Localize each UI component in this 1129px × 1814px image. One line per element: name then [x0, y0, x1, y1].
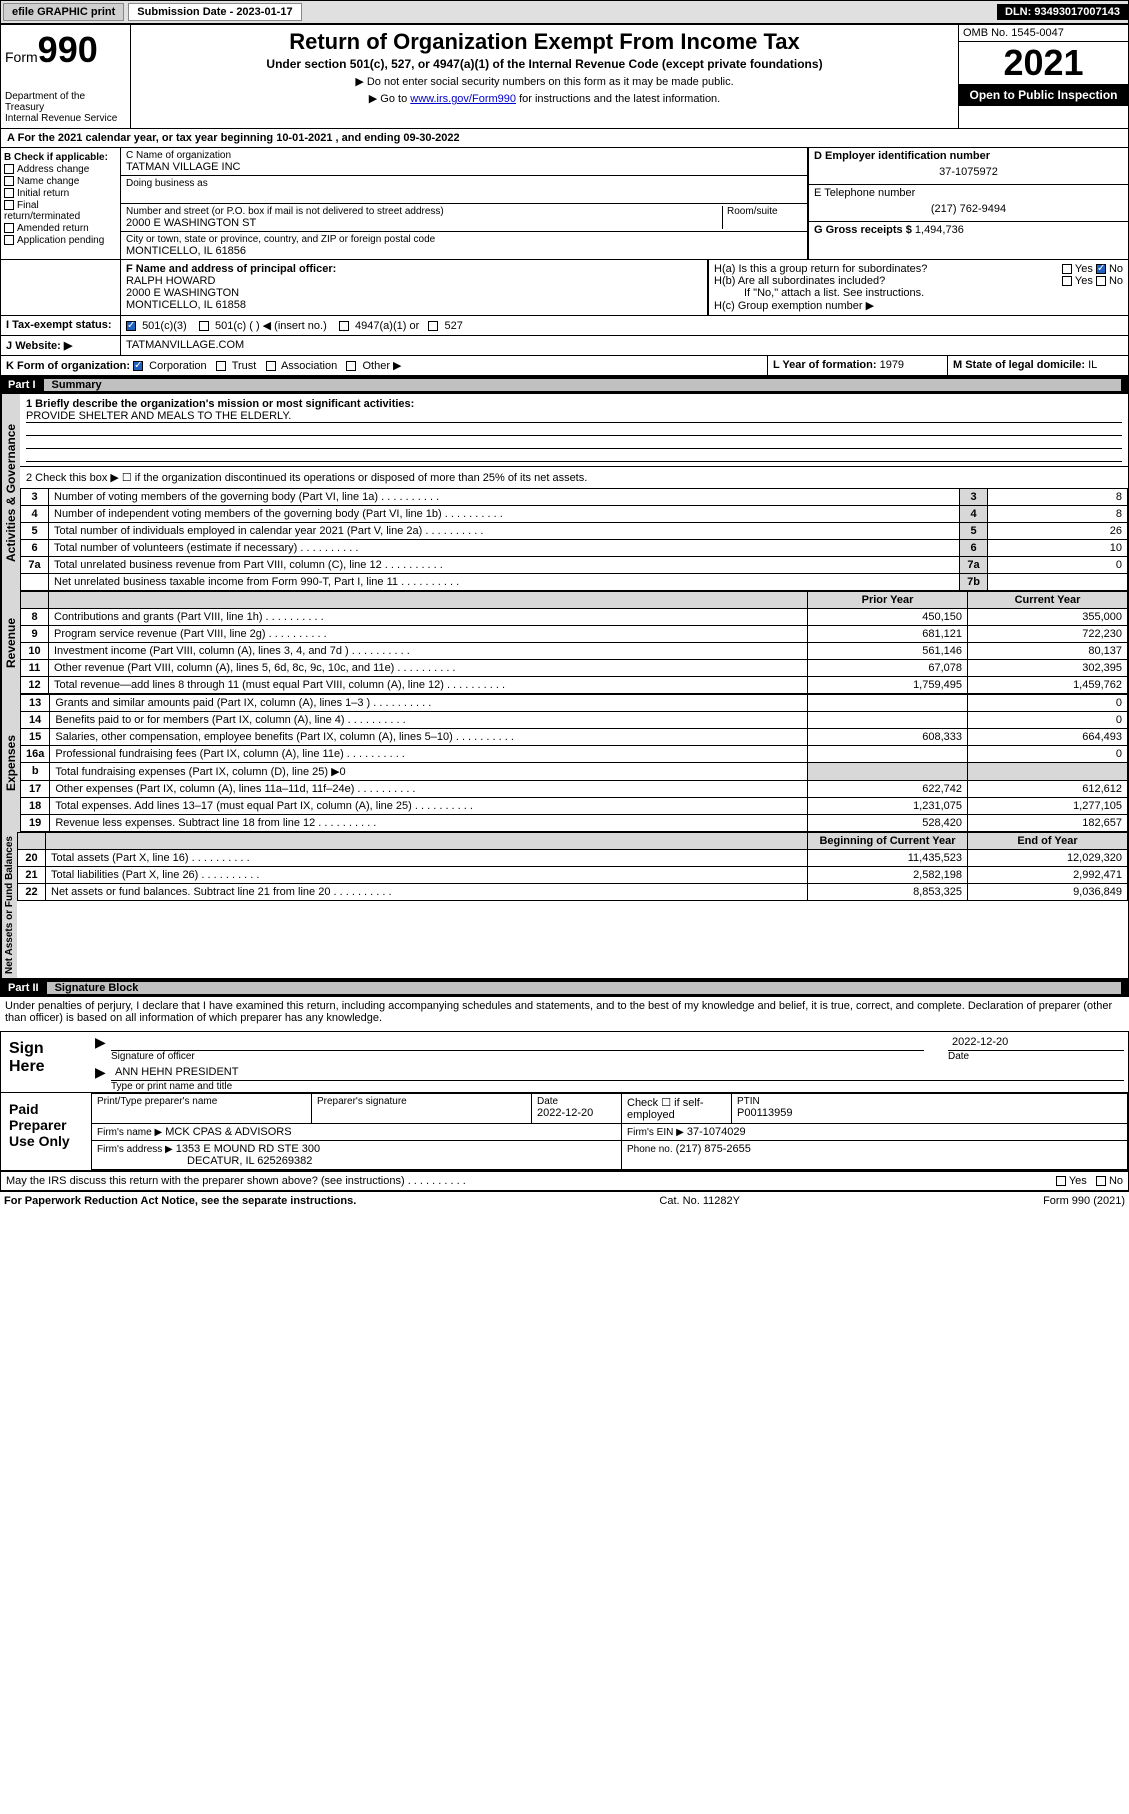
org-city: MONTICELLO, IL 61856	[126, 245, 802, 257]
gross-receipts: 1,494,736	[915, 224, 964, 236]
paid-preparer-label: Paid Preparer Use Only	[1, 1093, 91, 1170]
tax-year: 2021	[959, 42, 1128, 84]
irs-link[interactable]: www.irs.gov/Form990	[410, 93, 516, 105]
expenses-table: 13Grants and similar amounts paid (Part …	[20, 694, 1128, 832]
box-deg: D Employer identification number 37-1075…	[808, 148, 1128, 259]
netassets-table: Beginning of Current YearEnd of Year20To…	[17, 832, 1128, 901]
governance-table: 3Number of voting members of the governi…	[20, 488, 1128, 591]
preparer-table: Print/Type preparer's name Preparer's si…	[91, 1093, 1128, 1170]
form-note2: ▶ Go to www.irs.gov/Form990 for instruct…	[135, 92, 954, 105]
officer-block: F Name and address of principal officer:…	[0, 260, 1129, 316]
topbar: efile GRAPHIC print Submission Date - 20…	[0, 0, 1129, 24]
form-title: Return of Organization Exempt From Incom…	[135, 29, 954, 55]
org-address: 2000 E WASHINGTON ST	[126, 217, 722, 229]
part1-header: Part I Summary	[0, 376, 1129, 394]
box-f: F Name and address of principal officer:…	[121, 260, 708, 315]
form-number: Form990	[5, 29, 126, 71]
phone: (217) 762-9494	[814, 199, 1123, 219]
form-org-row: K Form of organization: Corporation Trus…	[0, 356, 1129, 376]
discuss-row: May the IRS discuss this return with the…	[0, 1172, 1129, 1191]
org-name: TATMAN VILLAGE INC	[126, 161, 802, 173]
revenue-table: Prior YearCurrent Year8Contributions and…	[20, 591, 1128, 694]
org-info-block: B Check if applicable: Address change Na…	[0, 148, 1129, 260]
revenue-section: Revenue Prior YearCurrent Year8Contribut…	[0, 591, 1129, 694]
website-row: J Website: ▶ TATMANVILLAGE.COM	[0, 336, 1129, 356]
dept-label: Department of the Treasury	[5, 91, 126, 113]
sign-here-label: Sign Here	[1, 1032, 91, 1092]
form-subtitle: Under section 501(c), 527, or 4947(a)(1)…	[135, 57, 954, 71]
line-a-tax-year: A For the 2021 calendar year, or tax yea…	[0, 129, 1129, 148]
tax-exempt-row: I Tax-exempt status: 501(c)(3) 501(c) ( …	[0, 316, 1129, 336]
page-footer: For Paperwork Reduction Act Notice, see …	[0, 1191, 1129, 1210]
signature-block: Sign Here ▶ Signature of officer 2022-12…	[0, 1031, 1129, 1172]
box-c: C Name of organization TATMAN VILLAGE IN…	[121, 148, 808, 259]
sig-date: 2022-12-20	[948, 1034, 1124, 1051]
dln-label: DLN: 93493017007143	[997, 4, 1128, 20]
governance-label: Activities & Governance	[1, 394, 20, 591]
officer-name: ANN HEHN PRESIDENT	[115, 1066, 238, 1078]
mission-text: PROVIDE SHELTER AND MEALS TO THE ELDERLY…	[26, 410, 1122, 423]
omb-number: OMB No. 1545-0047	[959, 25, 1128, 42]
governance-section: Activities & Governance 1 Briefly descri…	[0, 394, 1129, 591]
part2-header: Part II Signature Block	[0, 979, 1129, 997]
efile-print-button[interactable]: efile GRAPHIC print	[3, 3, 124, 21]
box-h: H(a) Is this a group return for subordin…	[708, 260, 1128, 315]
line-2: 2 Check this box ▶ ☐ if the organization…	[20, 467, 1128, 488]
ein: 37-1075972	[814, 162, 1123, 182]
inspection-label: Open to Public Inspection	[959, 84, 1128, 106]
expenses-section: Expenses 13Grants and similar amounts pa…	[0, 694, 1129, 832]
netassets-section: Net Assets or Fund Balances Beginning of…	[0, 832, 1129, 979]
form-header: Form990 Department of the Treasury Inter…	[0, 24, 1129, 129]
irs-label: Internal Revenue Service	[5, 113, 126, 124]
website: TATMANVILLAGE.COM	[121, 336, 1128, 355]
penalties-text: Under penalties of perjury, I declare th…	[0, 997, 1129, 1027]
box-b-checkboxes: B Check if applicable: Address change Na…	[1, 148, 121, 259]
form-note1: ▶ Do not enter social security numbers o…	[135, 75, 954, 88]
submission-date-label: Submission Date - 2023-01-17	[128, 3, 301, 21]
